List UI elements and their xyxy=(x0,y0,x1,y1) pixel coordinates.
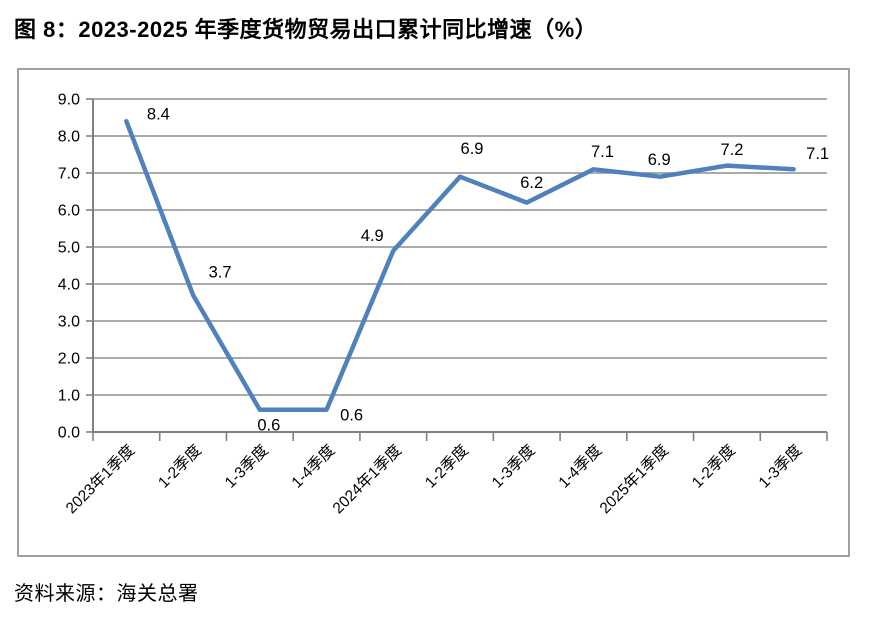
svg-text:2024年1季度: 2024年1季度 xyxy=(329,441,405,517)
svg-text:4.0: 4.0 xyxy=(58,277,80,294)
figure-title: 图 8：2023-2025 年季度货物贸易出口累计同比增速（%） xyxy=(14,17,598,42)
svg-text:0.6: 0.6 xyxy=(257,416,280,434)
svg-text:1-2季度: 1-2季度 xyxy=(688,441,738,491)
svg-text:1-4季度: 1-4季度 xyxy=(288,441,338,491)
svg-text:7.2: 7.2 xyxy=(720,141,743,159)
svg-text:6.9: 6.9 xyxy=(648,151,671,169)
svg-text:6.9: 6.9 xyxy=(461,140,484,158)
svg-text:5.0: 5.0 xyxy=(58,240,80,257)
svg-text:1-2季度: 1-2季度 xyxy=(421,441,471,491)
svg-text:6.0: 6.0 xyxy=(58,203,80,220)
svg-text:7.0: 7.0 xyxy=(58,166,80,183)
svg-text:1.0: 1.0 xyxy=(58,388,80,405)
svg-text:2025年1季度: 2025年1季度 xyxy=(596,441,672,517)
chart-frame: 0.0 1.0 2.0 3.0 4.0 5.0 6.0 7.0 8.0 9.0 2023年1季度 1-… xyxy=(17,68,850,557)
svg-text:3.7: 3.7 xyxy=(209,264,232,282)
export-growth-line-chart: 0.0 1.0 2.0 3.0 4.0 5.0 6.0 7.0 8.0 9.0 2023年1季度 1-… xyxy=(58,92,829,518)
svg-text:7.1: 7.1 xyxy=(591,143,614,161)
svg-text:8.0: 8.0 xyxy=(58,129,80,146)
svg-text:1-2季度: 1-2季度 xyxy=(154,441,204,491)
svg-text:1-4季度: 1-4季度 xyxy=(555,441,605,491)
svg-text:0.0: 0.0 xyxy=(58,425,80,442)
svg-text:4.9: 4.9 xyxy=(361,227,384,245)
svg-text:7.1: 7.1 xyxy=(806,145,829,163)
svg-text:9.0: 9.0 xyxy=(58,92,80,109)
svg-text:6.2: 6.2 xyxy=(520,174,543,192)
svg-text:1-3季度: 1-3季度 xyxy=(755,441,805,491)
svg-text:2023年1季度: 2023年1季度 xyxy=(62,441,138,517)
svg-text:1-3季度: 1-3季度 xyxy=(221,441,271,491)
svg-text:3.0: 3.0 xyxy=(58,314,80,331)
svg-text:0.6: 0.6 xyxy=(340,406,363,424)
svg-text:1-3季度: 1-3季度 xyxy=(488,441,538,491)
source-note: 资料来源：海关总署 xyxy=(14,583,199,605)
svg-text:8.4: 8.4 xyxy=(147,106,170,124)
svg-text:2.0: 2.0 xyxy=(58,351,80,368)
